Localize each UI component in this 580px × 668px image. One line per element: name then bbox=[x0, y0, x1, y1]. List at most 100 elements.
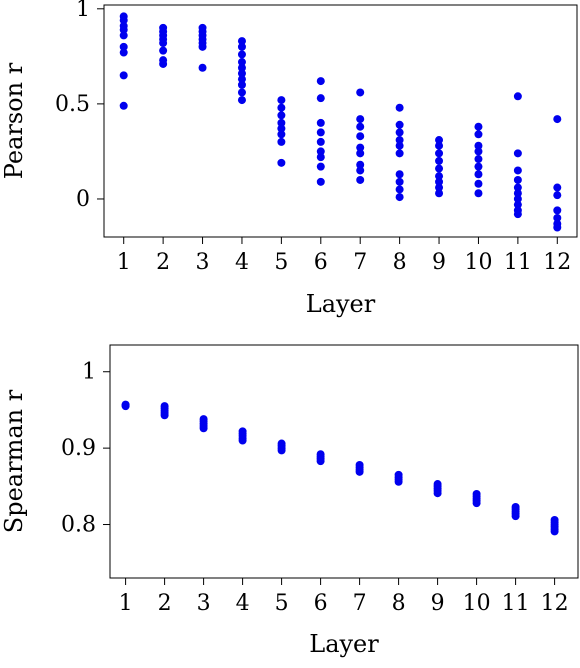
data-point bbox=[511, 512, 520, 521]
data-point bbox=[553, 213, 562, 222]
data-point bbox=[356, 115, 365, 124]
data-point bbox=[435, 136, 444, 145]
data-point bbox=[553, 115, 562, 124]
data-point bbox=[356, 149, 365, 158]
data-point bbox=[395, 103, 404, 112]
x-axis-label: Layer bbox=[306, 290, 376, 318]
data-point bbox=[237, 63, 246, 72]
x-tick-label: 4 bbox=[236, 591, 250, 616]
data-point bbox=[395, 136, 404, 145]
y-tick-label: 0.8 bbox=[61, 513, 96, 538]
x-tick-label: 12 bbox=[543, 250, 571, 275]
data-point bbox=[316, 128, 325, 137]
data-point bbox=[513, 92, 522, 101]
data-point bbox=[435, 164, 444, 173]
data-point bbox=[277, 111, 286, 120]
data-point bbox=[474, 141, 483, 150]
data-point bbox=[237, 58, 246, 67]
data-point bbox=[277, 158, 286, 167]
x-tick-label: 9 bbox=[432, 250, 446, 275]
data-point bbox=[198, 63, 207, 72]
data-point bbox=[356, 175, 365, 184]
data-point bbox=[435, 177, 444, 186]
data-point bbox=[395, 193, 404, 202]
data-point bbox=[395, 128, 404, 137]
x-tick-label: 6 bbox=[314, 591, 328, 616]
data-point bbox=[277, 137, 286, 146]
x-tick-label: 7 bbox=[353, 250, 367, 275]
data-point bbox=[237, 69, 246, 78]
y-tick-label: 1 bbox=[76, 0, 90, 22]
y-tick-label: 0 bbox=[76, 187, 90, 212]
x-tick-label: 10 bbox=[463, 591, 491, 616]
data-point bbox=[119, 42, 128, 51]
plot-frame bbox=[109, 344, 579, 579]
data-point bbox=[472, 499, 481, 508]
data-point bbox=[316, 177, 325, 186]
data-point bbox=[356, 143, 365, 152]
x-tick-label: 1 bbox=[119, 591, 133, 616]
data-point bbox=[277, 96, 286, 105]
data-point bbox=[237, 96, 246, 105]
data-point bbox=[474, 155, 483, 164]
data-point bbox=[435, 172, 444, 181]
data-point bbox=[316, 147, 325, 156]
data-point bbox=[119, 101, 128, 110]
data-point bbox=[237, 42, 246, 51]
data-point bbox=[513, 200, 522, 209]
data-point bbox=[356, 166, 365, 175]
data-point bbox=[277, 103, 286, 112]
data-point bbox=[553, 191, 562, 200]
data-point bbox=[513, 166, 522, 175]
data-point bbox=[474, 122, 483, 131]
data-point bbox=[119, 16, 128, 25]
x-tick-label: 5 bbox=[275, 591, 289, 616]
data-point bbox=[513, 175, 522, 184]
data-point bbox=[395, 120, 404, 129]
data-point bbox=[237, 80, 246, 89]
data-point bbox=[513, 210, 522, 219]
data-point bbox=[474, 162, 483, 171]
x-tick-label: 11 bbox=[502, 591, 530, 616]
x-axis-label: Layer bbox=[309, 630, 379, 658]
data-point bbox=[474, 189, 483, 198]
y-tick-label: 1 bbox=[82, 360, 96, 385]
data-point bbox=[435, 183, 444, 192]
data-point bbox=[119, 31, 128, 40]
x-tick-label: 11 bbox=[504, 250, 532, 275]
data-point bbox=[550, 527, 559, 536]
data-point bbox=[160, 411, 169, 420]
data-point bbox=[277, 130, 286, 139]
data-point bbox=[316, 153, 325, 162]
x-tick-label: 9 bbox=[431, 591, 445, 616]
x-tick-label: 12 bbox=[541, 591, 569, 616]
x-tick-label: 6 bbox=[314, 250, 328, 275]
data-point bbox=[356, 88, 365, 97]
data-point bbox=[513, 149, 522, 158]
data-point bbox=[199, 424, 208, 433]
data-point bbox=[316, 118, 325, 127]
data-point bbox=[159, 46, 168, 55]
x-tick-label: 3 bbox=[196, 250, 210, 275]
data-point bbox=[119, 48, 128, 57]
data-point bbox=[356, 122, 365, 131]
data-point bbox=[394, 477, 403, 486]
x-tick-label: 1 bbox=[117, 250, 131, 275]
data-point bbox=[513, 189, 522, 198]
data-point bbox=[159, 39, 168, 48]
x-tick-label: 2 bbox=[158, 591, 172, 616]
plot-frame bbox=[103, 4, 578, 238]
data-point bbox=[238, 436, 247, 445]
data-point bbox=[159, 59, 168, 68]
data-point bbox=[119, 25, 128, 34]
data-point bbox=[237, 75, 246, 84]
data-point bbox=[316, 457, 325, 466]
data-point bbox=[356, 132, 365, 141]
data-point bbox=[237, 88, 246, 97]
x-tick-label: 4 bbox=[235, 250, 249, 275]
data-point bbox=[433, 489, 442, 498]
data-point bbox=[237, 37, 246, 46]
data-point bbox=[395, 185, 404, 194]
